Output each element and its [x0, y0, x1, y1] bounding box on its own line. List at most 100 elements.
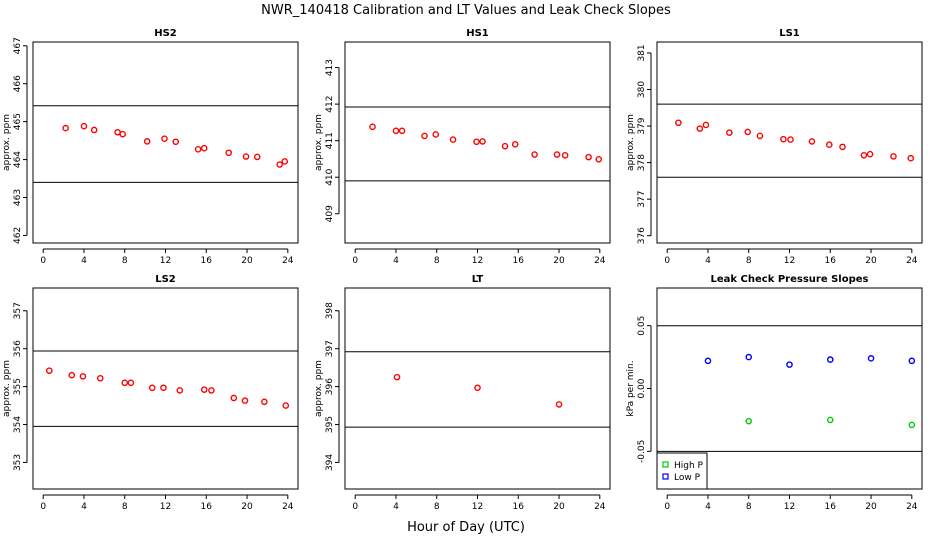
- data-point: [787, 136, 794, 143]
- y-tick-label: 377: [637, 191, 647, 208]
- y-tick-label: 397: [325, 340, 335, 357]
- y-axis-label: approx. ppm: [626, 114, 636, 171]
- plot-frame: [656, 41, 923, 244]
- y-tick-label: 379: [637, 117, 647, 134]
- y-tick-label: 411: [325, 132, 335, 149]
- data-point: [696, 125, 704, 132]
- x-tick-label: 24: [906, 502, 918, 512]
- x-tick-label: 20: [553, 502, 565, 512]
- plot-frame: [32, 41, 299, 244]
- data-point: [585, 153, 592, 161]
- x-tick-label: 20: [553, 256, 565, 266]
- data-point: [80, 122, 88, 130]
- panel-title: HS2: [154, 28, 177, 39]
- y-axis-label: approx. ppm: [2, 114, 12, 171]
- data-point: [96, 374, 104, 382]
- data-point: [511, 141, 519, 148]
- y-tick-label: 462: [13, 227, 23, 244]
- x-tick-label: 24: [594, 256, 606, 266]
- x-tick-label: 16: [201, 256, 213, 266]
- x-tick-label: 0: [40, 502, 46, 512]
- y-axis-label: kPa per min.: [626, 360, 636, 416]
- legend-label: High P: [674, 461, 704, 471]
- data-point: [702, 121, 710, 129]
- data-point: [860, 151, 868, 159]
- y-tick-label: 378: [637, 154, 647, 171]
- panel-title: LT: [472, 274, 484, 285]
- data-point: [432, 131, 440, 138]
- y-tick-label: 394: [325, 454, 335, 471]
- y-tick-label: 380: [637, 81, 647, 98]
- y-tick-label: 355: [13, 378, 23, 395]
- y-tick-label: 395: [325, 416, 335, 433]
- data-point: [194, 146, 202, 153]
- data-point: [282, 402, 290, 409]
- y-tick-label: 353: [13, 454, 23, 471]
- x-tick-label: 20: [241, 502, 253, 512]
- y-tick-label: 464: [13, 151, 23, 168]
- data-point: [473, 138, 480, 146]
- x-tick-label: 24: [906, 256, 918, 266]
- data-point: [704, 357, 712, 365]
- x-tick-label: 16: [513, 502, 525, 512]
- x-tick-label: 8: [434, 502, 440, 512]
- legend-marker: [662, 461, 669, 468]
- data-point: [449, 136, 457, 143]
- data-point: [907, 154, 915, 162]
- data-point: [826, 416, 834, 424]
- x-tick-label: 8: [122, 502, 128, 512]
- y-tick-label: 376: [637, 227, 647, 244]
- data-point: [253, 153, 261, 161]
- legend-marker: [662, 473, 669, 480]
- data-point: [68, 371, 76, 379]
- legend-box: [656, 452, 708, 490]
- chart-title: NWR_140418 Calibration and LT Values and…: [261, 3, 671, 18]
- chart-panel: LS1 0 4 8 12 16 20 24 376 377 378 379 380 381 approx. …: [626, 28, 923, 266]
- plot-frame: [32, 287, 299, 490]
- data-point: [200, 144, 208, 152]
- y-tick-label: 409: [325, 205, 335, 222]
- x-tick-label: 20: [865, 502, 877, 512]
- y-tick-label: 357: [13, 302, 23, 319]
- data-point: [421, 132, 428, 140]
- data-point: [908, 421, 916, 429]
- x-tick-label: 4: [705, 502, 711, 512]
- data-point: [242, 153, 250, 160]
- y-tick-label: 465: [13, 113, 23, 130]
- data-point: [119, 130, 126, 138]
- x-tick-label: 20: [865, 256, 877, 266]
- chart-panel: HS1 0 4 8 12 16 20 24 409 410 411 412 413 approx. ppm: [314, 28, 611, 266]
- data-point: [474, 384, 481, 392]
- y-tick-label: 467: [13, 37, 23, 54]
- data-point: [225, 149, 232, 157]
- data-point: [398, 127, 406, 135]
- data-point: [392, 127, 400, 135]
- x-tick-label: 0: [352, 502, 358, 512]
- y-tick-label: 381: [637, 44, 647, 61]
- y-axis-label: approx. ppm: [314, 114, 324, 171]
- data-point: [890, 153, 897, 160]
- plot-frame: [344, 41, 611, 244]
- x-tick-label: 8: [746, 502, 752, 512]
- chart-panel: LT 0 4 8 12 16 20 24 394 395 396 397 398 approx. ppm: [314, 274, 611, 512]
- y-tick-label: 0.05: [637, 316, 647, 336]
- x-axis-label: Hour of Day (UTC): [407, 520, 525, 535]
- panel-grid: HS2 0 4 8 12 16 20 24 462 463 464 465 466 467 approx. …: [2, 28, 923, 512]
- data-point: [90, 126, 98, 134]
- data-point: [281, 158, 289, 165]
- data-point: [160, 384, 167, 392]
- y-tick-label: 356: [13, 340, 23, 357]
- data-point: [555, 401, 563, 408]
- data-point: [908, 357, 916, 365]
- data-point: [369, 123, 376, 131]
- x-tick-label: 8: [122, 256, 128, 266]
- data-point: [393, 373, 401, 381]
- x-tick-label: 12: [784, 502, 795, 512]
- data-point: [200, 386, 208, 393]
- data-point: [780, 135, 787, 143]
- x-tick-label: 12: [472, 256, 483, 266]
- x-tick-label: 4: [81, 502, 87, 512]
- x-tick-label: 16: [513, 256, 525, 266]
- x-tick-label: 16: [201, 502, 213, 512]
